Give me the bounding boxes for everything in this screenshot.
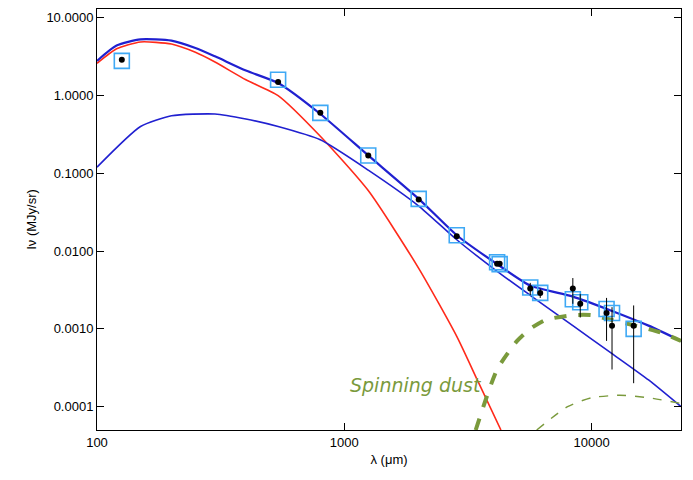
svg-text:Spinning dust: Spinning dust [350, 374, 482, 396]
svg-text:100: 100 [86, 435, 108, 450]
svg-text:10000: 10000 [573, 435, 609, 450]
svg-text:0.0100: 0.0100 [54, 244, 94, 259]
svg-text:1000: 1000 [330, 435, 359, 450]
svg-text:0.0010: 0.0010 [54, 321, 94, 336]
svg-text:0.1000: 0.1000 [54, 166, 94, 181]
svg-text:1.0000: 1.0000 [54, 88, 94, 103]
svg-text:λ (μm): λ (μm) [370, 452, 407, 467]
svg-text:Iν (MJy/sr): Iν (MJy/sr) [24, 189, 39, 250]
svg-text:10.0000: 10.0000 [46, 10, 93, 25]
svg-text:0.0001: 0.0001 [54, 399, 94, 414]
